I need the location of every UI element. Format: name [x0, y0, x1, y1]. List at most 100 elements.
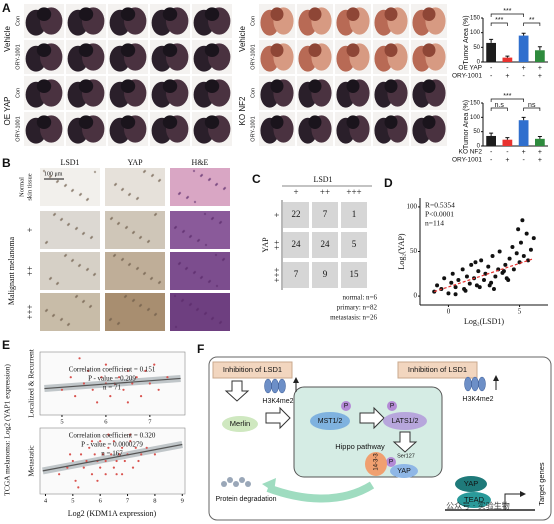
point	[153, 453, 157, 456]
shape	[270, 43, 284, 57]
shape	[40, 252, 100, 290]
shape	[270, 79, 284, 93]
condition-sign: -	[490, 73, 493, 80]
column-header: LSD1	[60, 158, 79, 167]
node-label: MST1/2	[318, 418, 343, 425]
shape	[109, 217, 113, 221]
point	[467, 281, 472, 286]
shape	[52, 213, 56, 217]
shape	[162, 43, 178, 57]
mark-label: H3K4me2	[462, 396, 493, 403]
node-label: TEAD	[464, 495, 485, 504]
grade-label: +	[25, 227, 35, 232]
cell: 7	[323, 209, 328, 219]
shape	[120, 258, 124, 262]
significance: ***	[503, 8, 511, 15]
group-label: KO NF2	[238, 96, 247, 125]
shape	[384, 79, 398, 93]
condition-sign: -	[490, 65, 493, 72]
shape	[138, 304, 142, 308]
shape	[170, 252, 230, 290]
annotation: P - value = 0.0000279	[81, 441, 143, 449]
point	[123, 459, 126, 463]
significance: **	[529, 17, 535, 24]
shape	[92, 273, 96, 277]
point	[510, 245, 515, 250]
point	[120, 473, 124, 476]
node-label: Target genes	[537, 462, 546, 506]
cell: 1	[352, 209, 357, 219]
node-label: YAP	[464, 479, 478, 488]
x-tick-label: 5	[60, 418, 63, 425]
shape	[44, 241, 48, 245]
axis-title: Tumor Area (%)	[463, 15, 470, 64]
shape	[59, 218, 63, 222]
error-bar	[505, 137, 510, 140]
point	[456, 278, 461, 283]
shape	[120, 188, 124, 192]
row-label: Con	[250, 16, 256, 26]
shape	[218, 221, 222, 225]
y-tick-label: 100	[470, 115, 481, 121]
shape	[184, 267, 188, 271]
point	[104, 363, 108, 366]
shape	[74, 295, 78, 299]
shape	[131, 299, 135, 303]
shape	[203, 212, 207, 216]
cell: 24	[292, 239, 302, 249]
column-header: LSD1	[313, 175, 332, 184]
shape	[523, 107, 541, 111]
condition-sign: +	[505, 73, 509, 80]
bar	[502, 57, 513, 62]
condition-sign: +	[538, 73, 542, 80]
point	[82, 466, 85, 469]
x-tick-label: 7	[148, 418, 152, 425]
condition-name: KO NF2	[459, 149, 483, 156]
shape	[264, 378, 272, 394]
shape	[170, 168, 230, 206]
shape	[150, 174, 154, 178]
point	[486, 264, 491, 269]
row-label: +++	[272, 267, 282, 282]
shape	[196, 239, 200, 243]
y-tick-label: 50	[410, 247, 418, 255]
x-tick-label: 5	[71, 497, 74, 504]
shape	[105, 252, 165, 290]
mark-label: H3K4me2	[262, 398, 293, 405]
point	[90, 440, 94, 443]
shape	[153, 313, 157, 317]
shape	[204, 115, 220, 129]
point	[85, 459, 88, 463]
shape	[422, 115, 436, 129]
scale-bar: 100 μm	[44, 171, 63, 177]
shape	[63, 254, 67, 258]
shape	[384, 115, 398, 129]
point	[74, 479, 77, 482]
shape	[127, 193, 131, 197]
significance: n.s	[495, 102, 505, 109]
shape	[365, 452, 387, 476]
shape	[135, 197, 139, 201]
row-label: ORY-1001	[15, 44, 21, 69]
point	[453, 285, 458, 290]
shape	[218, 321, 222, 325]
shape	[142, 170, 146, 174]
bar	[535, 50, 545, 62]
point	[503, 262, 508, 267]
point	[78, 357, 81, 360]
point	[112, 466, 115, 469]
cell: 22	[292, 209, 301, 219]
shape	[131, 231, 135, 235]
condition-sign: +	[538, 149, 542, 156]
shape	[51, 314, 55, 318]
point	[464, 274, 469, 279]
shape	[78, 115, 94, 129]
shape	[215, 284, 219, 288]
point	[60, 388, 64, 391]
shape	[127, 263, 131, 267]
x-tick-label: 9	[181, 497, 184, 504]
shape	[173, 226, 177, 230]
point	[473, 260, 478, 265]
point	[129, 440, 132, 443]
shape	[81, 232, 85, 236]
